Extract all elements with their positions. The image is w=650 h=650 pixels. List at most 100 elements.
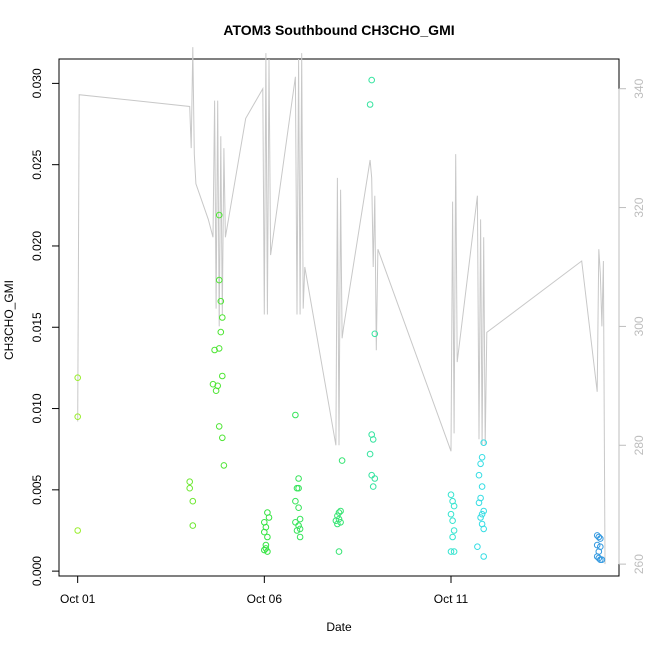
data-point — [477, 514, 484, 521]
data-point — [368, 471, 376, 479]
data-point — [368, 76, 376, 84]
data-point — [449, 517, 456, 525]
y-tick-label: 0.025 — [30, 149, 44, 179]
data-point — [449, 533, 456, 541]
y-axis-right: 260 280 300 320 340 — [618, 78, 646, 574]
data-point — [478, 454, 486, 461]
data-point — [369, 483, 377, 490]
data-point — [211, 346, 218, 354]
data-point — [215, 211, 223, 219]
data-point — [480, 439, 488, 447]
data-point — [334, 520, 341, 528]
data-point — [447, 510, 455, 518]
data-point — [335, 509, 343, 516]
data-point — [450, 548, 458, 555]
data-point — [480, 553, 488, 560]
data-point — [214, 382, 221, 390]
y2-tick-label: 340 — [632, 78, 646, 98]
data-point — [215, 345, 223, 352]
data-point — [292, 519, 299, 526]
data-point — [265, 514, 273, 521]
y2-tick-label: 260 — [632, 554, 646, 574]
data-point — [371, 330, 379, 338]
data-point — [217, 297, 225, 305]
data-point — [447, 491, 455, 499]
data-point — [450, 502, 458, 510]
y-tick-label: 0.000 — [30, 556, 44, 586]
data-point — [215, 276, 223, 284]
data-point — [217, 328, 225, 336]
data-point — [293, 527, 301, 534]
data-point — [369, 436, 377, 443]
y-axis-left: 0.000 0.005 0.010 0.015 0.020 0.025 0.030 — [30, 68, 60, 586]
data-point — [292, 411, 299, 419]
x-axis-label: Date — [326, 620, 352, 634]
data-point — [338, 457, 346, 464]
data-point — [74, 413, 81, 421]
y2-tick-label: 280 — [632, 435, 646, 455]
plot-frame — [58, 58, 620, 577]
x-tick-label: Oct 01 — [60, 592, 96, 606]
data-point — [597, 535, 604, 542]
y-tick-label: 0.020 — [30, 231, 44, 261]
data-point — [371, 475, 379, 482]
x-axis: Oct 01 Oct 06 Oct 11 — [60, 575, 469, 606]
data-point — [480, 525, 488, 533]
y-tick-label: 0.030 — [30, 68, 44, 98]
data-point — [296, 533, 304, 541]
data-point — [478, 510, 486, 518]
data-point — [337, 519, 344, 526]
y-tick-label: 0.015 — [30, 312, 44, 342]
data-point — [335, 548, 343, 555]
data-point — [292, 497, 299, 505]
data-point — [264, 548, 271, 555]
y2-tick-label: 320 — [632, 197, 646, 217]
data-point — [480, 507, 488, 515]
data-point — [261, 528, 268, 536]
data-point — [366, 101, 374, 108]
data-point — [447, 548, 455, 555]
data-point — [597, 556, 604, 564]
data-point — [475, 499, 483, 507]
data-point — [295, 504, 302, 512]
data-point — [220, 462, 228, 469]
data-point — [74, 374, 81, 382]
y-tick-label: 0.005 — [30, 474, 44, 504]
data-point — [186, 478, 193, 486]
data-point — [593, 532, 601, 539]
series-line-group — [77, 47, 606, 565]
data-point — [296, 515, 304, 523]
data-point — [595, 554, 603, 562]
y-tick-label: 0.010 — [30, 393, 44, 423]
data-point — [337, 507, 344, 515]
data-point — [593, 541, 601, 549]
data-point — [366, 450, 374, 458]
data-point — [219, 372, 226, 380]
data-point — [189, 497, 197, 505]
data-point — [189, 522, 197, 529]
data-point — [186, 484, 193, 492]
data-point — [261, 546, 268, 554]
x-tick-label: Oct 11 — [434, 592, 469, 606]
data-point — [262, 545, 270, 552]
data-point — [450, 527, 458, 534]
data-point — [477, 460, 484, 468]
data-point — [295, 475, 302, 482]
data-point — [264, 533, 271, 541]
x-tick-label: Oct 06 — [247, 592, 283, 606]
data-point — [296, 525, 304, 533]
y2-tick-label: 300 — [632, 316, 646, 336]
data-point — [295, 484, 302, 492]
chart-title: ATOM3 Southbound CH3CHO_GMI — [223, 22, 454, 38]
data-point — [219, 434, 226, 442]
data-point — [474, 543, 481, 551]
series-line — [77, 47, 606, 565]
data-point — [595, 533, 603, 541]
scatter-points-group — [74, 76, 606, 564]
data-point — [74, 527, 81, 534]
data-point — [219, 314, 226, 321]
data-point — [475, 471, 483, 479]
y-axis-label: CH3CHO_GMI — [2, 280, 16, 360]
data-point — [215, 423, 223, 430]
